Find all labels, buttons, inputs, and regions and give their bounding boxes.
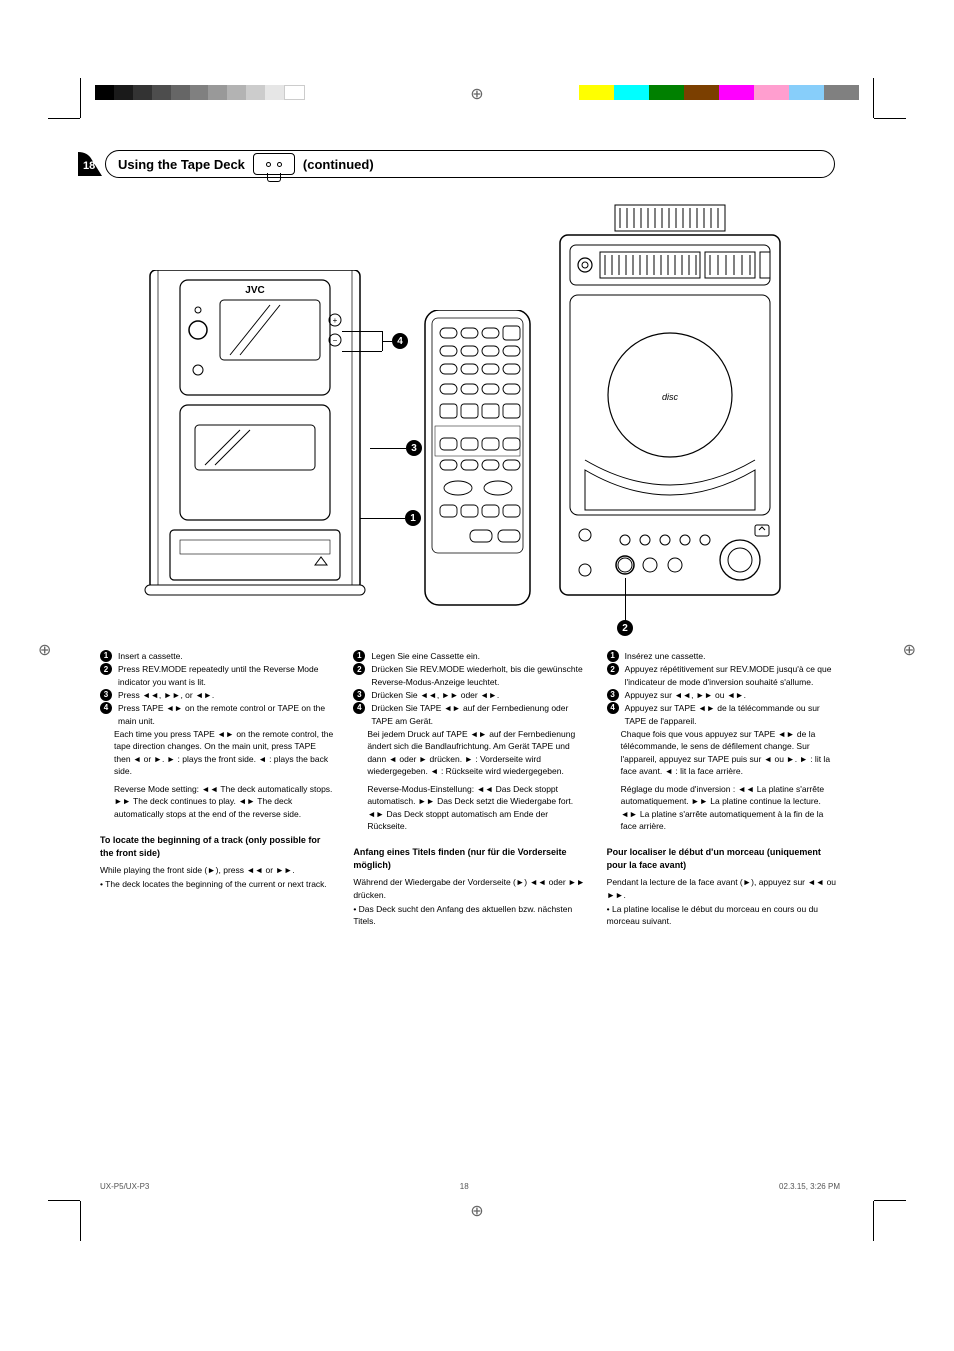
step-number: 3 [607, 689, 619, 701]
device-diagram: JVC + − [100, 200, 840, 635]
registration-mark-right: ⊕ [903, 640, 916, 660]
step-number: 3 [353, 689, 365, 701]
step-text: Legen Sie eine Cassette ein. [371, 650, 586, 662]
svg-text:JVC: JVC [245, 285, 264, 296]
step-number: 4 [100, 702, 112, 714]
svg-text:+: + [333, 316, 338, 325]
instruction-columns: 1 Insert a cassette. 2 Press REV.MODE repe… [100, 650, 840, 930]
callout-line [382, 341, 392, 342]
callout-3: 3 [406, 440, 422, 456]
crop-mark [874, 118, 906, 119]
step-number: 2 [607, 663, 619, 675]
tail-text: • The deck locates the beginning of the … [100, 878, 333, 890]
crop-mark [48, 1200, 80, 1201]
page-footer: UX-P5/UX-P3 18 02.3.15, 3:26 PM [100, 1182, 840, 1191]
bullet-text: Reverse-Modus-Einstellung: ◄◄ Das Deck s… [353, 783, 586, 832]
footer-model: UX-P5/UX-P3 [100, 1182, 149, 1191]
footer-timestamp: 02.3.15, 3:26 PM [779, 1182, 840, 1191]
step-text: Press ◄◄, ►►, or ◄►. [118, 689, 333, 701]
callout-line [370, 448, 406, 449]
callout-line [625, 578, 626, 623]
tail-text: While playing the front side (►), press … [100, 864, 333, 876]
tail-text: Während der Wiedergabe der Vorderseite (… [353, 876, 586, 901]
crop-mark [80, 78, 81, 118]
crop-mark [873, 1201, 874, 1241]
bullet-text: Each time you press TAPE ◄► on the remot… [100, 728, 333, 777]
title-text-prefix: Using the Tape Deck [118, 157, 245, 172]
front-unit-illustration: JVC + − [140, 270, 370, 600]
bullet-text: Bei jedem Druck auf TAPE ◄► auf der Fern… [353, 728, 586, 777]
tail-text: • Das Deck sucht den Anfang des aktuelle… [353, 903, 586, 928]
bullet-text: Réglage du mode d'inversion : ◄◄ La plat… [607, 783, 840, 832]
registration-mark-top: ⊕ [470, 84, 483, 104]
registration-mark-bottom: ⊕ [470, 1201, 483, 1221]
step-number: 1 [607, 650, 619, 662]
svg-text:−: − [333, 336, 338, 345]
section-title: Using the Tape Deck (continued) [105, 150, 835, 178]
step-number: 2 [100, 663, 112, 675]
tail-text: Pendant la lecture de la face avant (►),… [607, 876, 840, 901]
title-text-suffix: (continued) [303, 157, 374, 172]
top-unit-illustration: disc [555, 200, 785, 600]
subheading: Anfang eines Titels finden (nur für die … [353, 846, 586, 872]
step-number: 3 [100, 689, 112, 701]
step-text: Appuyez sur ◄◄, ►► ou ◄►. [625, 689, 840, 701]
crop-mark [48, 118, 80, 119]
step-text: Press TAPE ◄► on the remote control or T… [118, 702, 333, 727]
crop-mark [80, 1201, 81, 1241]
crop-mark [873, 78, 874, 118]
callout-line [360, 518, 405, 519]
svg-text:disc: disc [662, 392, 679, 402]
bullet-text: Reverse Mode setting: ◄◄ The deck automa… [100, 783, 333, 820]
step-text: Appuyez sur TAPE ◄► de la télécommande o… [625, 702, 840, 727]
step-text: Press REV.MODE repeatedly until the Reve… [118, 663, 333, 688]
step-number: 4 [353, 702, 365, 714]
color-calibration-bar [579, 85, 859, 100]
callout-line [342, 331, 382, 332]
callout-2: 2 [617, 620, 633, 636]
column-french: 1 Insérez une cassette. 2 Appuyez répétiti… [607, 650, 840, 930]
tail-text: • La platine localise le début du morcea… [607, 903, 840, 928]
registration-mark-left: ⊕ [38, 640, 51, 660]
column-german: 1 Legen Sie eine Cassette ein. 2 Drücken S… [353, 650, 586, 930]
step-text: Drücken Sie TAPE ◄► auf der Fernbedienun… [371, 702, 586, 727]
callout-line [342, 351, 382, 352]
callout-4: 4 [392, 333, 408, 349]
remote-illustration [420, 310, 535, 610]
subheading: To locate the beginning of a track (only… [100, 834, 333, 860]
cassette-icon [253, 153, 295, 175]
footer-page: 18 [460, 1182, 469, 1191]
step-text: Insert a cassette. [118, 650, 333, 662]
step-number: 1 [100, 650, 112, 662]
step-text: Insérez une cassette. [625, 650, 840, 662]
step-number: 2 [353, 663, 365, 675]
step-text: Drücken Sie ◄◄, ►► oder ◄►. [371, 689, 586, 701]
crop-mark [874, 1200, 906, 1201]
step-number: 1 [353, 650, 365, 662]
step-text: Drücken Sie REV.MODE wiederholt, bis die… [371, 663, 586, 688]
page-number: 18 [83, 160, 95, 174]
bullet-text: Chaque fois que vous appuyez sur TAPE ◄►… [607, 728, 840, 777]
column-english: 1 Insert a cassette. 2 Press REV.MODE repe… [100, 650, 333, 930]
subheading: Pour localiser le début d'un morceau (un… [607, 846, 840, 872]
step-number: 4 [607, 702, 619, 714]
callout-1: 1 [405, 510, 421, 526]
step-text: Appuyez répétitivement sur REV.MODE jusq… [625, 663, 840, 688]
grayscale-calibration-bar [95, 85, 305, 100]
